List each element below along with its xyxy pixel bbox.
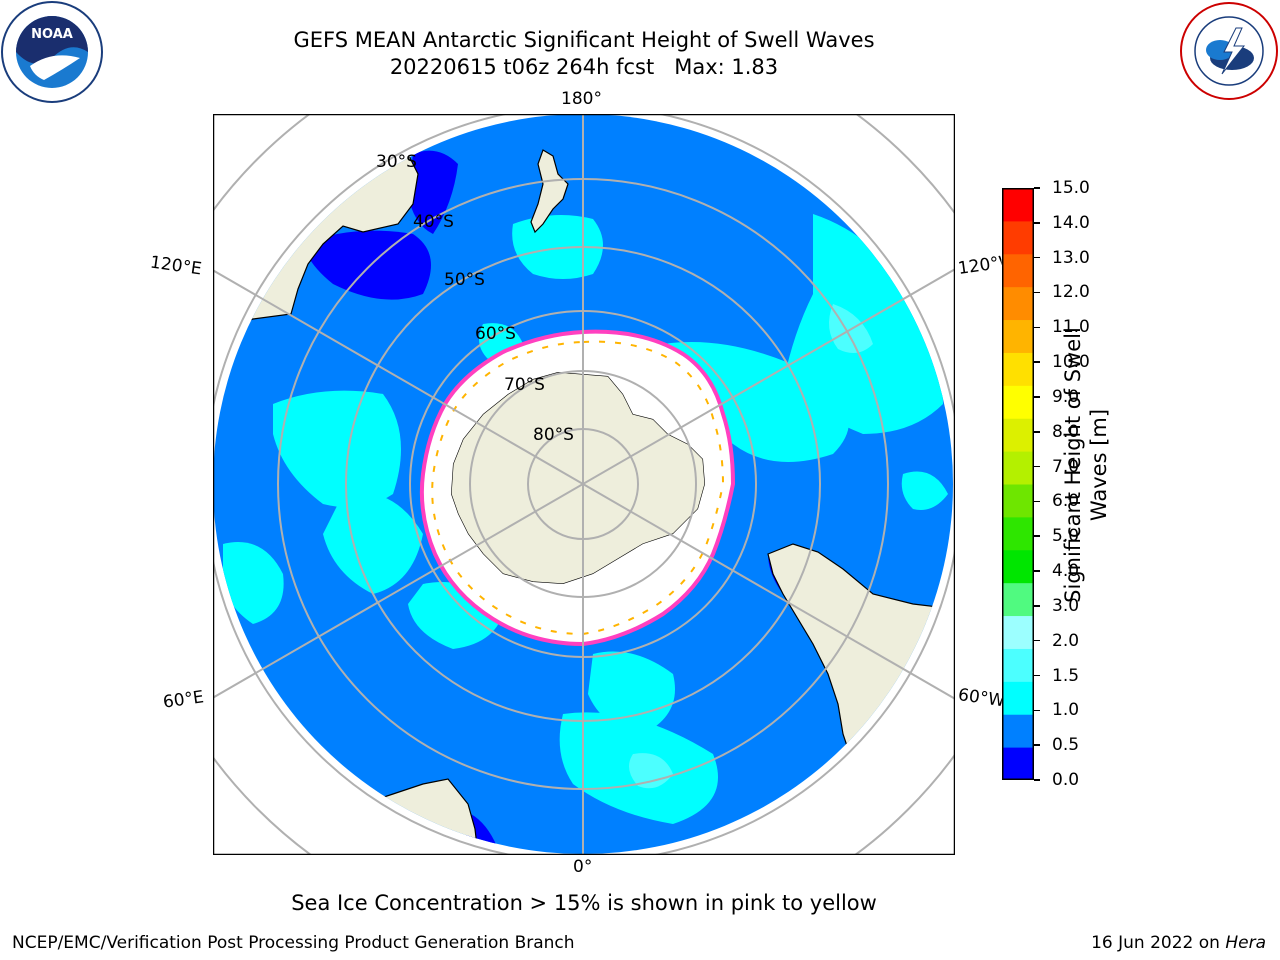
noaa-logo-text: NOAA (31, 27, 73, 42)
colorbar-tick (1034, 465, 1040, 468)
lon-label-180: 180° (561, 89, 602, 109)
colorbar-tick-label: 10.0 (1052, 352, 1090, 373)
colorbar-tick-label: 13.0 (1052, 247, 1090, 268)
lat-label-80s: 80°S (533, 425, 574, 445)
sea-ice-note: Sea Ice Concentration > 15% is shown in … (291, 891, 877, 915)
colorbar-tick (1034, 396, 1040, 398)
lat-label-40s: 40°S (413, 212, 454, 232)
chart-title: GEFS MEAN Antarctic Significant Height o… (293, 28, 875, 52)
colorbar-tick (1034, 535, 1040, 537)
colorbar-tick (1034, 674, 1040, 677)
colorbar-segment (1002, 747, 1034, 781)
colorbar-segment (1002, 319, 1034, 353)
lat-label-30s: 30°S (376, 152, 417, 172)
colorbar-tick (1034, 222, 1040, 224)
colorbar-segment (1002, 451, 1034, 485)
colorbar-tick-label: 5.0 (1052, 526, 1080, 547)
colorbar-segment (1002, 385, 1034, 419)
colorbar-tick-label: 4.0 (1052, 561, 1080, 582)
footer-machine: Hera (1225, 933, 1266, 953)
lat-label-60s: 60°S (475, 324, 516, 344)
noaa-logo: NOAA (0, 0, 104, 104)
colorbar-tick (1034, 744, 1040, 746)
lon-label-60e: 60°E (161, 687, 206, 713)
colorbar-tick-label: 7.0 (1052, 456, 1080, 477)
colorbar-tick (1034, 187, 1040, 189)
sea-ice-area (421, 331, 733, 644)
polar-map (213, 114, 955, 855)
footer-date-text: 16 Jun 2022 on (1091, 933, 1226, 953)
colorbar-segment (1002, 615, 1034, 649)
footer-branch: NCEP/EMC/Verification Post Processing Pr… (12, 933, 575, 953)
chart-subtitle: 20220615 t06z 264h fcst Max: 1.83 (389, 55, 779, 79)
graticule (213, 114, 955, 855)
colorbar-tick-label: 14.0 (1052, 212, 1090, 233)
colorbar-tick (1034, 291, 1040, 294)
colorbar-tick (1034, 500, 1040, 503)
colorbar-tick (1034, 570, 1040, 572)
colorbar-tick-label: 0.0 (1052, 770, 1080, 790)
lat-label-50s: 50°S (444, 270, 485, 290)
colorbar-tick (1034, 361, 1040, 363)
nws-logo (1178, 0, 1280, 102)
colorbar-tick (1034, 639, 1040, 642)
colorbar-tick (1034, 326, 1040, 329)
footer-date: 16 Jun 2022 on Hera (1091, 932, 1266, 954)
colorbar (1002, 188, 1034, 781)
colorbar-segment (1002, 220, 1034, 255)
colorbar-tick-label: 1.5 (1052, 665, 1080, 686)
colorbar-segment (1002, 582, 1034, 617)
colorbar-tick-label: 15.0 (1052, 178, 1090, 198)
colorbar-segment (1002, 549, 1034, 584)
colorbar-tick-label: 9.0 (1052, 386, 1080, 407)
colorbar-segment (1002, 648, 1034, 682)
colorbar-label: Significant Height of Swell Waves [m] (1061, 327, 1111, 603)
colorbar-segment (1002, 681, 1034, 715)
lat-label-70s: 70°S (504, 375, 545, 395)
colorbar-segment (1002, 418, 1034, 452)
colorbar-tick (1034, 605, 1040, 607)
colorbar-tick (1034, 709, 1040, 712)
colorbar-segment (1002, 188, 1034, 222)
colorbar-tick-label: 3.0 (1052, 595, 1080, 616)
colorbar-segment (1002, 286, 1034, 321)
colorbar-segment (1002, 484, 1034, 518)
colorbar-tick (1034, 779, 1040, 781)
new-zealand (530, 149, 569, 234)
lon-label-0: 0° (573, 857, 593, 877)
colorbar-segment (1002, 352, 1034, 386)
lon-label-120e: 120°E (148, 252, 203, 280)
colorbar-segment (1002, 714, 1034, 748)
colorbar-segment (1002, 253, 1034, 288)
colorbar-tick-label: 8.0 (1052, 421, 1080, 442)
colorbar-tick-label: 12.0 (1052, 282, 1090, 303)
colorbar-tick (1034, 256, 1040, 259)
colorbar-tick-label: 11.0 (1052, 317, 1090, 338)
lon-label-60w: 60°W (956, 685, 1004, 711)
colorbar-tick-label: 6.0 (1052, 491, 1080, 512)
lon-label-120w: 120°W (956, 253, 1004, 279)
colorbar-tick-label: 1.0 (1052, 700, 1080, 721)
colorbar-tick-label: 0.5 (1052, 735, 1080, 756)
colorbar-segment (1002, 516, 1034, 551)
colorbar-tick (1034, 431, 1040, 433)
colorbar-tick-label: 2.0 (1052, 630, 1080, 651)
